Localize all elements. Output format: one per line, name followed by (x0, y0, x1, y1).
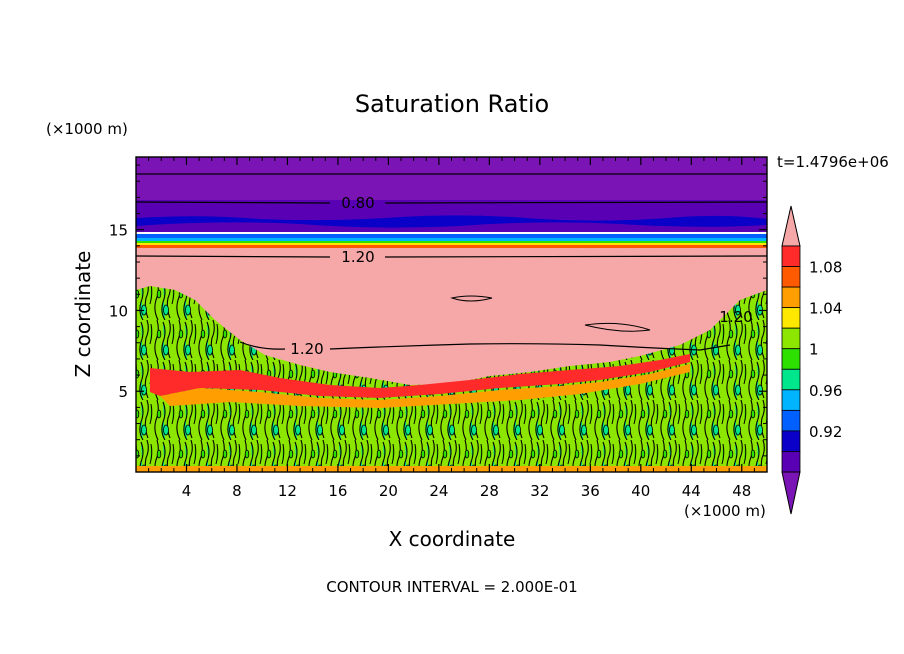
field-band-cyan (136, 238, 767, 241)
heatmap-field (136, 157, 767, 472)
colorbar-swatch (781, 389, 801, 411)
field-band-yellow (136, 243, 767, 245)
x-tick-label: 8 (232, 482, 242, 500)
field-red-edge (150, 354, 690, 398)
time-label: t=1.4796e+06 (777, 153, 889, 171)
colorbar-label: 0.92 (809, 423, 842, 441)
x-axis-ticks: 4 8 12 16 20 24 28 32 36 40 44 48 (148, 157, 755, 500)
colorbar-swatch (781, 327, 801, 350)
chart-title: Saturation Ratio (355, 90, 549, 118)
contour-080 (136, 201, 767, 204)
colorbar-label: 1 (809, 341, 819, 359)
field-band-green (136, 241, 767, 243)
y-unit-label: (×1000 m) (46, 120, 128, 138)
x-tick-label: 44 (682, 482, 701, 500)
colorbar-swatch (781, 286, 801, 309)
x-tick-label: 24 (429, 482, 448, 500)
contour-interval-footer: CONTOUR INTERVAL = 2.000E-01 (326, 578, 577, 596)
x-unit-label: (×1000 m) (684, 502, 766, 520)
field-dark-band (136, 215, 767, 228)
colorbar-swatch (781, 409, 801, 432)
contour-label-120-mid: 1.20 (290, 340, 323, 358)
x-axis-label: X coordinate (389, 527, 516, 551)
colorbar-swatch (781, 368, 801, 391)
contour-small-loop-2 (584, 322, 651, 332)
x-tick-label: 20 (379, 482, 398, 500)
contour-120-mid (239, 341, 731, 351)
field-band-blue (136, 234, 767, 238)
y-axis-label: Z coordinate (71, 251, 95, 378)
contour-label-120-top: 1.20 (341, 248, 374, 266)
field-turbulent-zone (136, 286, 767, 472)
y-axis-ticks: 5 10 15 (109, 164, 767, 457)
colorbar-arrow-bottom (781, 471, 801, 515)
x-tick-label: 4 (182, 482, 192, 500)
x-tick-label: 12 (278, 482, 297, 500)
field-band-orange (136, 245, 767, 248)
colorbar-swatch (781, 245, 801, 267)
colorbar-label: 1.04 (809, 300, 842, 318)
x-tick-label: 32 (530, 482, 549, 500)
x-tick-label: 40 (631, 482, 650, 500)
colorbar-arrow-top (781, 205, 801, 247)
x-tick-label: 48 (732, 482, 751, 500)
contour-label-080: 0.80 (341, 194, 374, 212)
y-tick-label: 15 (109, 222, 128, 240)
colorbar-label: 0.96 (809, 382, 842, 400)
x-tick-label: 28 (480, 482, 499, 500)
x-tick-label: 36 (581, 482, 600, 500)
colorbar-swatch (781, 430, 801, 452)
colorbar-label: 1.08 (809, 259, 842, 277)
y-tick-label: 5 (118, 383, 128, 401)
contour-120-top (136, 255, 767, 258)
y-tick-label: 10 (109, 302, 128, 320)
field-orange-edge (160, 364, 690, 408)
colorbar-swatch (781, 307, 801, 329)
contour-small-loop (450, 295, 493, 302)
contour-label-120-right: 1.20 (719, 308, 752, 326)
colorbar-swatch (781, 266, 801, 288)
colorbar-swatch (781, 348, 801, 370)
colorbar-swatch (781, 451, 801, 473)
x-tick-label: 16 (328, 482, 347, 500)
colorbar: 1.08 1.04 1 0.96 0.92 (781, 205, 842, 515)
